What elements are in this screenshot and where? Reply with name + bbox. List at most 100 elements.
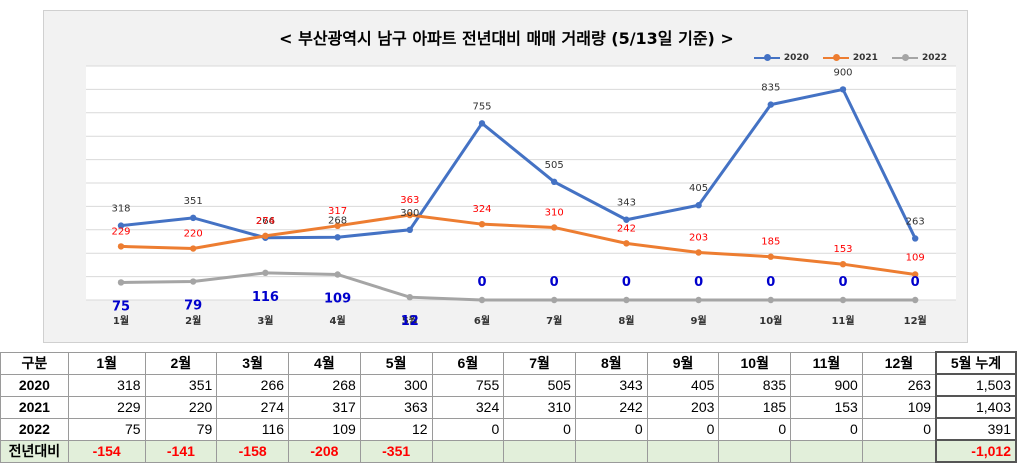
data-point-2022 [262, 269, 269, 277]
table-cell: 109 [861, 395, 937, 419]
table-row: 2020 318 351 266 268 300 755 505 343 405 835 900 263… [0, 373, 1017, 397]
table-cell: 755 [431, 373, 505, 397]
data-point-2022 [551, 296, 558, 304]
table-cell-diff: -158 [216, 439, 290, 463]
table-cell: 220 [144, 395, 218, 419]
table-header-month: 11월 [790, 351, 863, 375]
table-cell-total: 1,403 [935, 395, 1017, 419]
table-header-month: 1월 [67, 351, 146, 375]
table-cell-diff: -141 [144, 439, 218, 463]
legend-item-2020: 2020 [753, 53, 809, 63]
x-tick-label: 2월 [185, 315, 201, 327]
data-label-2022: 0 [766, 275, 775, 290]
table-cell: 405 [646, 373, 720, 397]
data-label-2022: 116 [252, 290, 279, 305]
data-point-2022 [839, 296, 847, 304]
table-cell: 266 [216, 373, 290, 397]
data-point-2021 [551, 224, 558, 231]
data-point-2022 [190, 278, 197, 285]
data-point-2020 [767, 101, 774, 108]
series-line-2020 [120, 87, 917, 240]
data-label-2020: 405 [689, 183, 708, 194]
chart-title: < 부산광역시 남구 아파트 전년대비 매매 거래량 (5/13일 기준) > [279, 29, 734, 48]
x-tick-label: 4월 [330, 315, 346, 327]
table-header-month: 10월 [718, 351, 792, 375]
data-point-2020 [117, 222, 125, 229]
x-tick-label: 1월 [113, 315, 129, 327]
table-cell: 0 [503, 417, 576, 441]
table-cell: 363 [359, 395, 433, 419]
data-point-2022 [117, 279, 125, 286]
legend-label-2021: 2021 [852, 53, 878, 63]
table-header-total: 5월 누계 [935, 351, 1017, 375]
legend-item-2022: 2022 [891, 53, 947, 63]
data-label-2020: 318 [111, 204, 130, 215]
data-point-2021 [117, 243, 125, 250]
table-cell: 317 [288, 395, 361, 419]
table-corner-label: 구분 [0, 351, 69, 375]
table-header-month: 9월 [646, 351, 720, 375]
table-cell: 268 [288, 373, 361, 397]
table-cell-diff [503, 439, 576, 463]
table-diff-row: 전년대비 -154 -141 -158 -208 -351 -1,012 [0, 439, 1017, 463]
table-header-month: 12월 [861, 351, 937, 375]
data-table: 구분 1월 2월 3월 4월 5월 6월 7월 8월 9월 10월 11월 12월 5월 누계 2020 31… [0, 351, 1017, 463]
data-label-2021: 317 [328, 206, 347, 217]
legend-marker-2020 [753, 54, 780, 61]
table-cell: 109 [288, 417, 361, 441]
data-label-2020: 268 [328, 215, 347, 226]
table-cell: 185 [718, 395, 792, 419]
table-cell: 12 [359, 417, 433, 441]
table-cell: 0 [431, 417, 505, 441]
table-cell: 0 [790, 417, 863, 441]
data-point-2022 [695, 296, 702, 304]
series-line-2021 [120, 213, 916, 276]
x-tick-label: 10월 [759, 315, 782, 327]
table-row: 2022 75 79 116 109 12 0 0 0 0 0 0 0 391 [0, 417, 1017, 441]
data-label-2020: 835 [761, 83, 780, 94]
table-header-month: 2월 [144, 351, 218, 375]
table-cell: 351 [144, 373, 218, 397]
data-point-2020 [695, 202, 702, 209]
table-cell: 153 [790, 395, 863, 419]
table-header-month: 3월 [216, 351, 290, 375]
x-tick-label: 6월 [474, 315, 490, 327]
x-tick-label: 7월 [546, 315, 562, 327]
chart-panel: 1월 2월 3월 4월 5월 6월 7월 8월 9월 10월 11월 12월 318 351 266 268 3… [43, 10, 968, 343]
table-row-label: 2021 [0, 395, 69, 419]
data-point-2021 [478, 220, 486, 228]
data-point-2022 [406, 293, 413, 301]
table-cell: 79 [144, 417, 218, 441]
table-cell-diff [646, 439, 720, 463]
data-point-2020 [190, 214, 197, 222]
data-label-2020: 266 [256, 216, 275, 227]
data-label-2022: 0 [694, 275, 703, 290]
data-label-2022: 0 [838, 275, 847, 290]
table-header-month: 6월 [431, 351, 505, 375]
table-cell: 242 [574, 395, 648, 419]
data-label-2022: 12 [401, 314, 419, 329]
data-point-2021 [190, 245, 197, 252]
legend-label-2022: 2022 [921, 53, 947, 63]
data-label-2021: 363 [400, 195, 419, 206]
table-cell-diff [574, 439, 648, 463]
table-cell: 0 [861, 417, 937, 441]
table-cell: 324 [431, 395, 505, 419]
table-cell: 300 [359, 373, 433, 397]
data-point-2020 [912, 235, 919, 242]
data-label-2022: 75 [112, 299, 130, 314]
data-point-2020 [478, 120, 486, 127]
table-cell: 0 [646, 417, 720, 441]
data-label-2021: 274 [256, 216, 275, 227]
table-cell-diff [861, 439, 937, 463]
table-cell-diff-total: -1,012 [935, 439, 1017, 463]
table-row-label: 2022 [0, 417, 69, 441]
data-label-2022: 0 [550, 275, 559, 290]
table-header-row: 구분 1월 2월 3월 4월 5월 6월 7월 8월 9월 10월 11월 12월 5월 누계 [0, 351, 1017, 375]
legend-marker-2022 [891, 54, 918, 61]
data-point-2020 [406, 226, 413, 233]
data-point-2022 [912, 296, 919, 304]
x-tick-label: 8월 [618, 315, 634, 327]
data-point-2021 [767, 253, 774, 260]
table-row-label: 전년대비 [0, 439, 69, 463]
